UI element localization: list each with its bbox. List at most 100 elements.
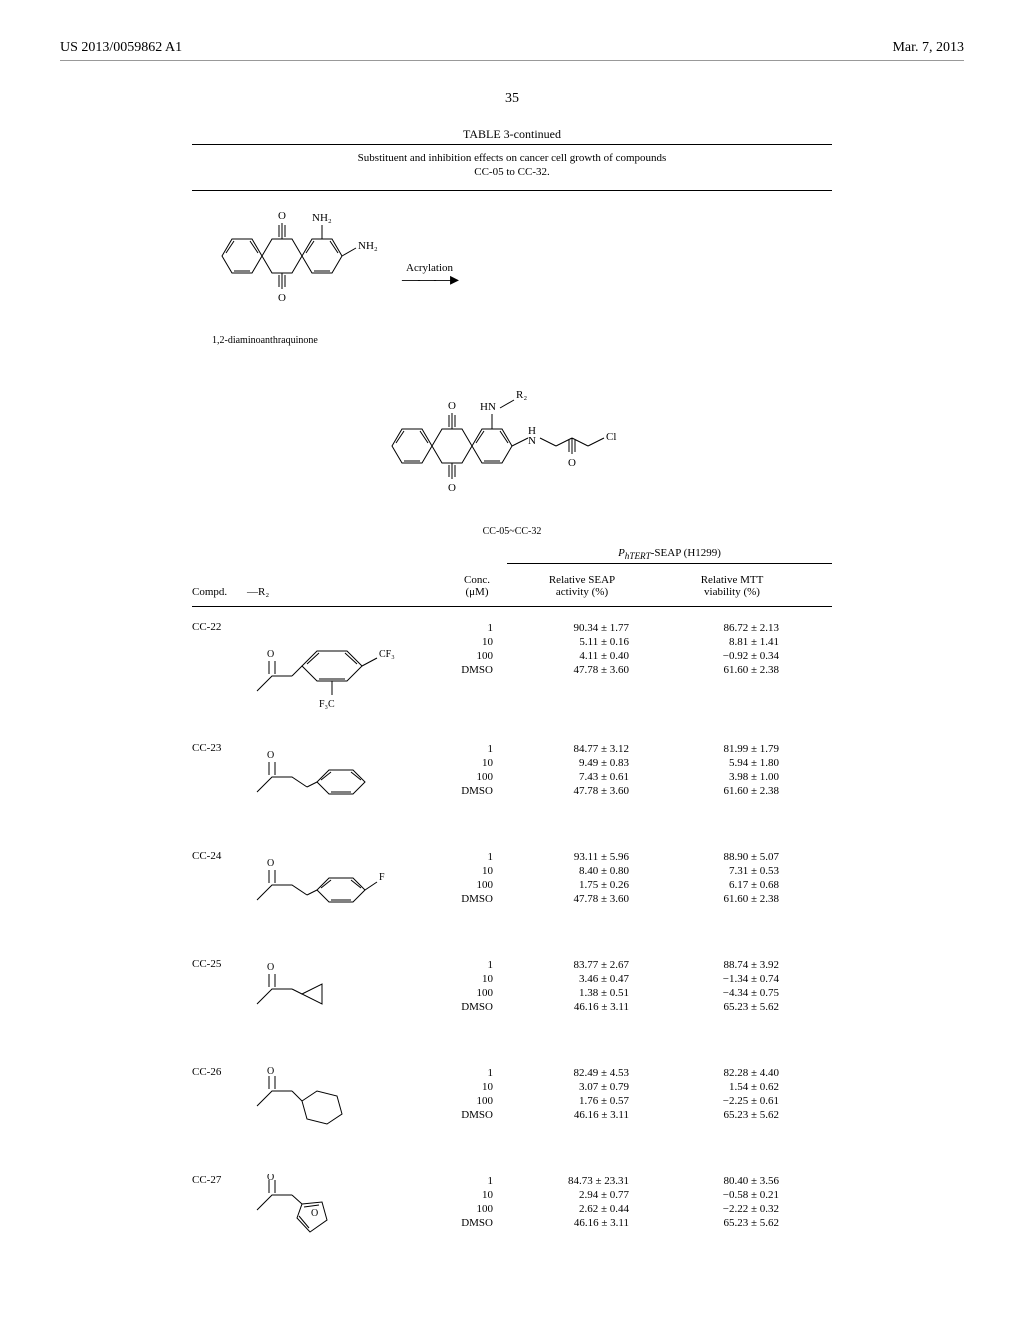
- r2-structure-cc27: O O: [247, 1174, 357, 1244]
- mtt-value: −4.34 ± 0.75: [657, 986, 807, 1000]
- mtt-value: 61.60 ± 2.38: [657, 663, 807, 677]
- conc-value: 100: [447, 770, 507, 784]
- svg-text:O: O: [278, 210, 286, 222]
- conc-value: 1: [447, 1174, 507, 1188]
- svg-text:N: N: [528, 435, 536, 447]
- seap-group-header: PhTERT-SEAP (H1299): [192, 547, 832, 568]
- data-subtable: 184.77 ± 3.1281.99 ± 1.79 109.49 ± 0.835.…: [447, 742, 807, 798]
- table-caption: Substituent and inhibition effects on ca…: [192, 151, 832, 180]
- table-row: CC-25 O 183.77 ± 2.6788.74 ± 3.92103.46 …: [192, 948, 832, 1056]
- conc-value: 10: [447, 1188, 507, 1202]
- product-label: CC-05~CC-32: [192, 526, 832, 537]
- table-title: TABLE 3-continued: [192, 127, 832, 142]
- mtt-value: 61.60 ± 2.38: [657, 892, 807, 906]
- seap-value: 83.77 ± 2.67: [507, 958, 657, 972]
- mtt-value: −0.92 ± 0.34: [657, 649, 807, 663]
- mtt-value: 7.31 ± 0.53: [657, 864, 807, 878]
- conc-value: DMSO: [447, 1216, 507, 1230]
- mtt-value: 8.81 ± 1.41: [657, 635, 807, 649]
- data-subtable: 184.73 ± 23.3180.40 ± 3.56102.94 ± 0.77−…: [447, 1174, 807, 1230]
- compound-id: CC-23: [192, 742, 247, 754]
- mtt-value: −2.25 ± 0.61: [657, 1094, 807, 1108]
- publication-date: Mar. 7, 2013: [892, 40, 964, 56]
- mtt-value: 81.99 ± 1.79: [657, 742, 807, 756]
- r2-structure: O O: [247, 1174, 447, 1254]
- data-subtable: 193.11 ± 5.9688.90 ± 5.07108.40 ± 0.807.…: [447, 850, 807, 906]
- seap-value: 47.78 ± 3.60: [507, 784, 657, 798]
- reaction-scheme: O O NH₂ NH₂ 1,2-diaminoanthraquinone Acr…: [212, 201, 832, 346]
- conc-value: 1: [447, 742, 507, 756]
- r2-structure: O: [247, 742, 447, 822]
- mtt-value: 65.23 ± 5.62: [657, 1108, 807, 1122]
- seap-value: 7.43 ± 0.61: [507, 770, 657, 784]
- r2-structure: O: [247, 958, 447, 1038]
- conc-value: 10: [447, 756, 507, 770]
- starting-material-structure: O O NH₂ NH₂ 1,2-diaminoanthraquinone: [212, 201, 382, 346]
- compound-id: CC-27: [192, 1174, 247, 1186]
- svg-text:NH₂: NH₂: [312, 212, 332, 224]
- svg-text:NH₂: NH₂: [358, 240, 378, 252]
- svg-text:O: O: [267, 750, 274, 761]
- data-subtable: 190.34 ± 1.7786.72 ± 2.13105.11 ± 0.168.…: [447, 621, 807, 677]
- page-number: 35: [60, 91, 964, 107]
- seap-value: 47.78 ± 3.60: [507, 892, 657, 906]
- col-conc: Conc.(μM): [447, 574, 507, 598]
- svg-text:O: O: [278, 292, 286, 304]
- seap-value: 46.16 ± 3.11: [507, 1108, 657, 1122]
- compound-id: CC-24: [192, 850, 247, 862]
- svg-text:CF₃: CF₃: [379, 649, 395, 660]
- svg-text:O: O: [267, 649, 274, 660]
- publication-number: US 2013/0059862 A1: [60, 40, 182, 56]
- conc-value: DMSO: [447, 892, 507, 906]
- seap-value: 2.94 ± 0.77: [507, 1188, 657, 1202]
- conc-value: DMSO: [447, 784, 507, 798]
- conc-value: 100: [447, 878, 507, 892]
- mtt-value: 65.23 ± 5.62: [657, 1216, 807, 1230]
- seap-value: 90.34 ± 1.77: [507, 621, 657, 635]
- table-3-continued: TABLE 3-continued Substituent and inhibi…: [192, 127, 832, 1272]
- conc-value: 100: [447, 1202, 507, 1216]
- svg-text:O: O: [267, 858, 274, 869]
- seap-value: 46.16 ± 3.11: [507, 1000, 657, 1014]
- seap-value: 47.78 ± 3.60: [507, 663, 657, 677]
- seap-value: 82.49 ± 4.53: [507, 1066, 657, 1080]
- conc-value: DMSO: [447, 663, 507, 677]
- conc-value: 100: [447, 986, 507, 1000]
- seap-value: 93.11 ± 5.96: [507, 850, 657, 864]
- page-header: US 2013/0059862 A1 Mar. 7, 2013: [60, 40, 964, 61]
- svg-text:O: O: [267, 1066, 274, 1077]
- mtt-value: 80.40 ± 3.56: [657, 1174, 807, 1188]
- mtt-value: 6.17 ± 0.68: [657, 878, 807, 892]
- r2-structure: O: [247, 1066, 447, 1146]
- starting-material-label: 1,2-diaminoanthraquinone: [212, 335, 382, 346]
- mtt-value: −2.22 ± 0.32: [657, 1202, 807, 1216]
- seap-value: 46.16 ± 3.11: [507, 1216, 657, 1230]
- table-row: CC-26 O 182.49 ± 4.5382.28 ± 4.40103.07 …: [192, 1056, 832, 1164]
- seap-value: 3.46 ± 0.47: [507, 972, 657, 986]
- seap-value: 1.75 ± 0.26: [507, 878, 657, 892]
- seap-value: 84.77 ± 3.12: [507, 742, 657, 756]
- mtt-value: 86.72 ± 2.13: [657, 621, 807, 635]
- svg-text:HN: HN: [480, 401, 496, 413]
- seap-value: 4.11 ± 0.40: [507, 649, 657, 663]
- data-subtable: 183.77 ± 2.6788.74 ± 3.92103.46 ± 0.47−1…: [447, 958, 807, 1014]
- mtt-value: 5.94 ± 1.80: [657, 756, 807, 770]
- r2-structure-cc23: O: [247, 742, 407, 802]
- seap-value: 1.38 ± 0.51: [507, 986, 657, 1000]
- r2-structure: O CF₃ F₃C: [247, 621, 447, 714]
- mtt-value: 88.74 ± 3.92: [657, 958, 807, 972]
- conc-value: 1: [447, 621, 507, 635]
- table-row: CC-27 O O 184.73 ± 23.3180.40 ± 3.56102.…: [192, 1164, 832, 1272]
- compound-id: CC-22: [192, 621, 247, 633]
- conc-value: 1: [447, 958, 507, 972]
- product-structure: O O HN R₂ H N O Cl CC-05~CC-32: [192, 376, 832, 537]
- col-compd: Compd.: [192, 586, 247, 598]
- svg-text:O: O: [568, 457, 576, 469]
- r2-structure-cc24: O F: [247, 850, 417, 910]
- conc-value: 10: [447, 1080, 507, 1094]
- seap-value: 9.49 ± 0.83: [507, 756, 657, 770]
- svg-text:O: O: [448, 482, 456, 494]
- svg-text:F: F: [379, 872, 385, 883]
- svg-text:F₃C: F₃C: [319, 699, 335, 710]
- seap-value: 1.76 ± 0.57: [507, 1094, 657, 1108]
